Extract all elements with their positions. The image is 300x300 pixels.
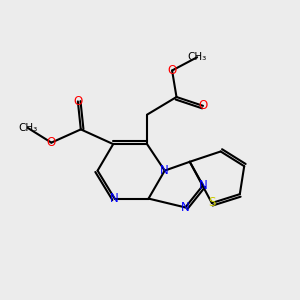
Text: CH₃: CH₃ [18, 123, 38, 133]
Text: O: O [47, 136, 56, 149]
Text: CH₃: CH₃ [188, 52, 207, 62]
Text: O: O [198, 99, 208, 112]
Text: N: N [110, 192, 119, 205]
Text: S: S [208, 196, 215, 209]
Text: N: N [199, 179, 207, 192]
Text: O: O [167, 64, 177, 77]
Text: O: O [73, 95, 83, 108]
Text: N: N [181, 201, 190, 214]
Text: N: N [160, 164, 169, 177]
